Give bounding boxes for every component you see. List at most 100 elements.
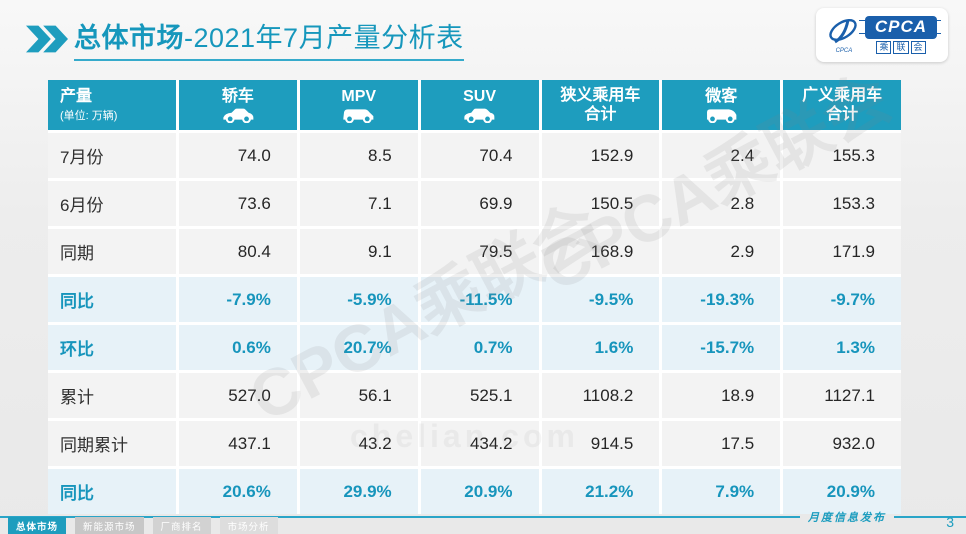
table-row: 7月份 74.0 8.5 70.4 152.9 2.4 155.3 <box>48 133 901 178</box>
column-label: 狭义乘用车 <box>560 86 641 104</box>
page-title-main: 总体市场 <box>74 23 184 53</box>
table-header-row: 产量 (单位: 万辆) 轿车 MPV SUV <box>48 80 901 130</box>
data-cell: 79.5 <box>420 229 539 274</box>
column-label: SUV <box>463 87 497 105</box>
header-cell-mpv: MPV <box>299 80 418 130</box>
row-label: 同期累计 <box>48 421 176 466</box>
data-cell: 1.6% <box>541 325 660 370</box>
data-cell: 8.5 <box>299 133 418 178</box>
table-body: 7月份 74.0 8.5 70.4 152.9 2.4 155.3 6月份 73.6 7.1 69.… <box>48 133 901 514</box>
table-row: 同比 20.6% 29.9% 20.9% 21.2% 7.9% 20.9% <box>48 469 901 514</box>
logo-char: 联 <box>893 41 909 54</box>
tab-1[interactable]: 新能源市场 <box>75 517 144 534</box>
header-cell-sedan: 轿车 <box>179 80 297 130</box>
page-number: 3 <box>946 514 954 530</box>
data-cell: 20.9% <box>420 469 539 514</box>
page-header: 总体市场-2021年7月产量分析表 <box>26 16 464 61</box>
data-cell: 74.0 <box>179 133 297 178</box>
suv-icon <box>464 108 495 123</box>
data-cell: 20.7% <box>299 325 418 370</box>
column-label: 微客 <box>705 87 738 105</box>
column-label: MPV <box>341 87 377 105</box>
table-row: 同比 -7.9% -5.9% -11.5% -9.5% -19.3% -9.7% <box>48 277 901 322</box>
page-title-rest: -2021年7月产量分析表 <box>184 23 464 53</box>
data-cell: 932.0 <box>783 421 901 466</box>
data-cell: -9.7% <box>783 277 901 322</box>
data-cell: -5.9% <box>299 277 418 322</box>
data-cell: -11.5% <box>420 277 539 322</box>
column-label-line2: 合计 <box>826 105 859 123</box>
data-cell: 21.2% <box>541 469 660 514</box>
row-label: 7月份 <box>48 133 176 178</box>
header-cell-microvan: 微客 <box>662 80 781 130</box>
data-cell: 525.1 <box>420 373 539 418</box>
data-cell: 150.5 <box>541 181 660 226</box>
data-cell: 1127.1 <box>783 373 901 418</box>
column-label-line2: 合计 <box>584 105 617 123</box>
row-label: 同比 <box>48 277 176 322</box>
data-cell: 171.9 <box>783 229 901 274</box>
tab-active-0[interactable]: 总体市场 <box>8 517 67 534</box>
data-cell: 43.2 <box>299 421 418 466</box>
data-cell: 527.0 <box>179 373 297 418</box>
header-cell-broad-pv: 广义乘用车 合计 <box>783 80 901 130</box>
data-cell: 20.6% <box>179 469 297 514</box>
logo-small-text: CPCA <box>835 48 853 54</box>
data-cell: 434.2 <box>420 421 539 466</box>
data-cell: 152.9 <box>541 133 660 178</box>
data-cell: 73.6 <box>179 181 297 226</box>
unit-label: 产量 <box>60 87 93 105</box>
data-cell: 69.9 <box>420 181 539 226</box>
data-cell: 7.1 <box>299 181 418 226</box>
footer-rule-line <box>894 516 966 518</box>
data-cell: 18.9 <box>662 373 781 418</box>
column-label: 广义乘用车 <box>802 86 883 104</box>
data-cell: 437.1 <box>179 421 297 466</box>
microvan-icon <box>706 108 737 123</box>
logo-char: 会 <box>910 41 926 54</box>
section-tabs: 总体市场 新能源市场 厂商排名 市场分析 <box>8 517 278 534</box>
logo-subtext: 乘 联 会 <box>876 41 926 54</box>
data-cell: 9.1 <box>299 229 418 274</box>
data-cell: 17.5 <box>662 421 781 466</box>
tab-2[interactable]: 厂商排名 <box>152 517 211 534</box>
table-row: 6月份 73.6 7.1 69.9 150.5 2.8 153.3 <box>48 181 901 226</box>
row-label: 环比 <box>48 325 176 370</box>
logo-cpca-text: CPCA <box>864 16 938 39</box>
row-label: 6月份 <box>48 181 176 226</box>
data-cell: 2.4 <box>662 133 781 178</box>
data-cell: 1.3% <box>783 325 901 370</box>
data-cell: 29.9% <box>299 469 418 514</box>
footer-rule: 月度信息发布 <box>0 509 966 525</box>
tab-3[interactable]: 市场分析 <box>219 517 278 534</box>
data-cell: -19.3% <box>662 277 781 322</box>
data-cell: 2.8 <box>662 181 781 226</box>
data-cell: 0.6% <box>179 325 297 370</box>
data-cell: 155.3 <box>783 133 901 178</box>
data-cell: 2.9 <box>662 229 781 274</box>
double-chevron-icon <box>26 25 68 52</box>
table-row: 累计 527.0 56.1 525.1 1108.2 18.9 1127.1 <box>48 373 901 418</box>
production-table: 产量 (单位: 万辆) 轿车 MPV SUV <box>48 80 901 514</box>
table-row: 同期累计 437.1 43.2 434.2 914.5 17.5 932.0 <box>48 421 901 466</box>
footer-rule-line <box>0 516 800 518</box>
header-cell-suv: SUV <box>420 80 539 130</box>
table-row: 同期 80.4 9.1 79.5 168.9 2.9 171.9 <box>48 229 901 274</box>
data-cell: 20.9% <box>783 469 901 514</box>
sedan-icon <box>222 108 253 123</box>
data-cell: 168.9 <box>541 229 660 274</box>
header-cell-unit: 产量 (单位: 万辆) <box>48 80 176 130</box>
data-cell: 70.4 <box>420 133 539 178</box>
data-cell: 0.7% <box>420 325 539 370</box>
data-cell: -15.7% <box>662 325 781 370</box>
column-label: 轿车 <box>221 87 254 105</box>
data-cell: 80.4 <box>179 229 297 274</box>
mpv-icon <box>343 108 374 123</box>
row-label: 同比 <box>48 469 176 514</box>
header-cell-narrow-pv: 狭义乘用车 合计 <box>541 80 660 130</box>
data-cell: -7.9% <box>179 277 297 322</box>
row-label: 累计 <box>48 373 176 418</box>
cpca-logo: CPCA CPCA 乘 联 会 <box>816 8 948 62</box>
unit-sublabel: (单位: 万辆) <box>60 109 118 122</box>
cpca-swirl-icon <box>829 19 857 44</box>
